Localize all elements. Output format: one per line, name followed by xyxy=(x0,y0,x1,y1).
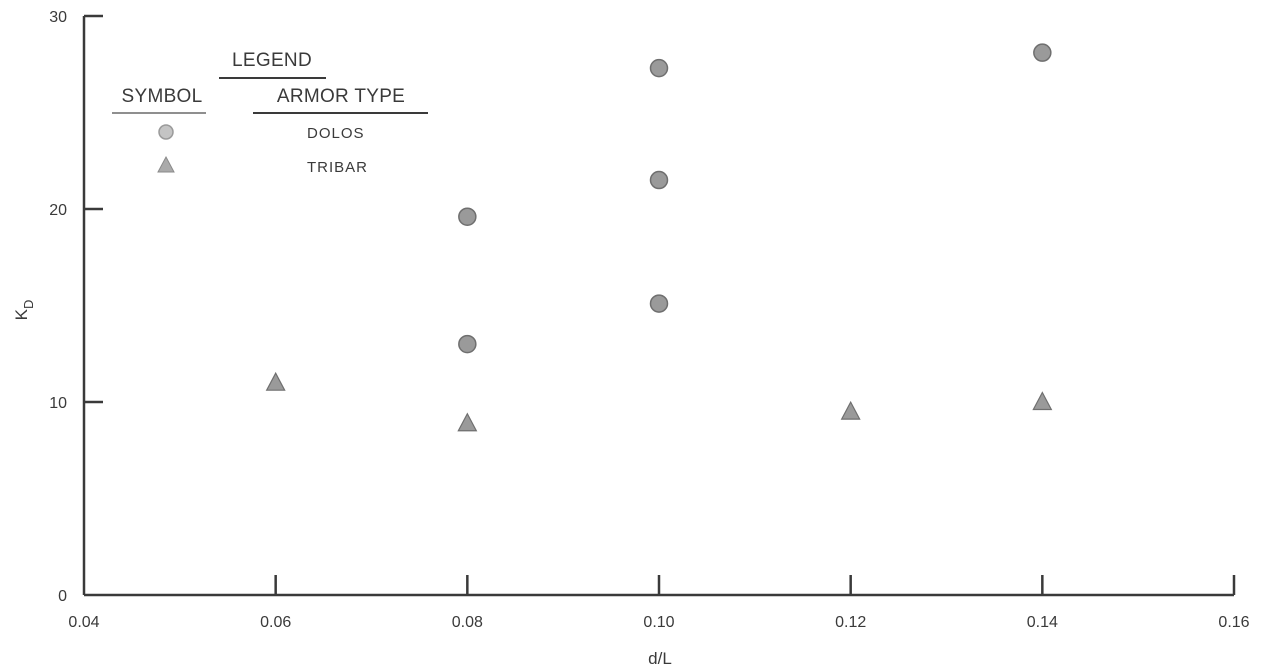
y-tick-label: 30 xyxy=(49,9,67,26)
dolos-point xyxy=(649,294,669,313)
dolos-point xyxy=(458,334,477,354)
tribar-point xyxy=(457,412,478,432)
legend-tribar-label: TRIBAR xyxy=(307,159,368,176)
legend: LEGEND SYMBOL ARMOR TYPE DOLOS TRIBAR xyxy=(112,50,428,176)
x-tick-label: 0.08 xyxy=(452,614,483,631)
x-ticks: 0.04 0.06 0.08 0.10 0.12 0.14 0.16 xyxy=(68,575,1250,631)
x-tick-label: 0.06 xyxy=(260,614,291,631)
x-tick-label: 0.04 xyxy=(68,614,99,631)
legend-dolos-marker xyxy=(158,124,174,140)
y-axis-title: KD xyxy=(12,300,36,321)
y-axis-title-subscript: D xyxy=(21,300,36,309)
legend-armor-type-header: ARMOR TYPE xyxy=(277,86,405,107)
legend-title: LEGEND xyxy=(232,50,312,71)
x-tick-label: 0.12 xyxy=(835,614,866,631)
legend-tribar-marker xyxy=(157,155,175,173)
tribar-point xyxy=(265,371,286,391)
y-ticks: 0 10 20 30 xyxy=(49,9,103,605)
x-tick-label: 0.14 xyxy=(1027,614,1058,631)
y-axis-title-main: K xyxy=(12,308,31,320)
y-tick-label: 20 xyxy=(49,202,67,219)
dolos-point xyxy=(1033,43,1052,62)
legend-dolos-label: DOLOS xyxy=(307,125,365,142)
legend-symbol-header: SYMBOL xyxy=(122,86,203,107)
x-tick-label: 0.16 xyxy=(1218,614,1249,631)
y-tick-label: 0 xyxy=(58,588,67,605)
dolos-point xyxy=(649,170,669,190)
y-tick-label: 10 xyxy=(49,395,67,412)
data-points xyxy=(265,43,1053,432)
tribar-point xyxy=(1032,391,1053,411)
x-axis-title: d/L xyxy=(648,649,672,668)
tribar-point xyxy=(840,400,861,420)
dolos-point xyxy=(458,207,477,226)
x-tick-label: 0.10 xyxy=(643,614,674,631)
dolos-point xyxy=(649,58,669,78)
